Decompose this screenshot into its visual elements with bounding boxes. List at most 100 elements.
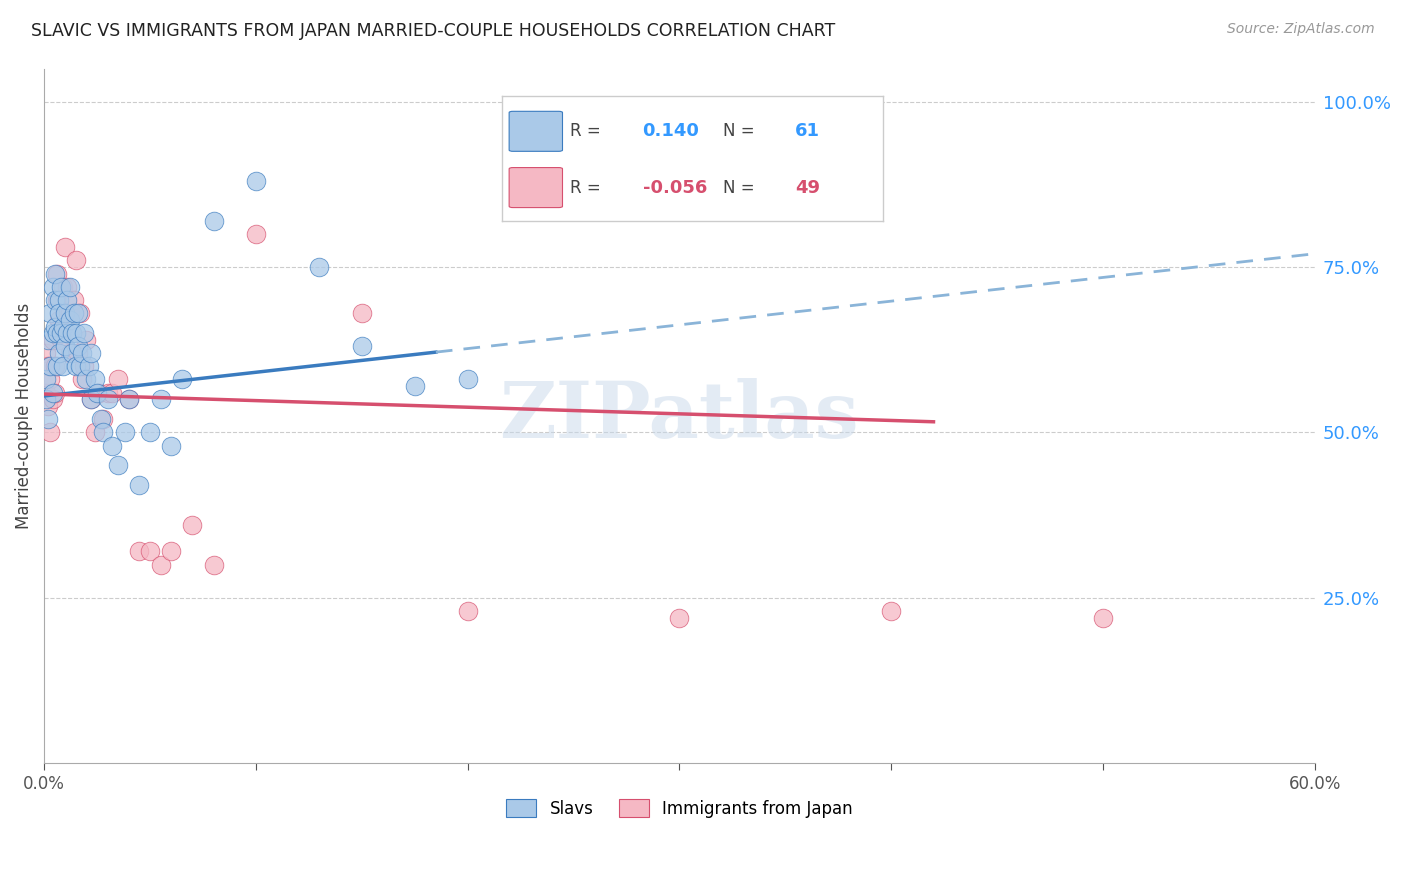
- Point: [48, 306, 70, 320]
- Point: [37, 359, 59, 374]
- Point: [39, 372, 62, 386]
- Point: [49, 333, 72, 347]
- Point: [35, 346, 58, 360]
- Point: [75, 372, 97, 386]
- Point: [62, 293, 84, 307]
- Point: [48, 313, 70, 327]
- Point: [35, 392, 58, 407]
- Point: [49, 326, 72, 340]
- Point: [35, 385, 58, 400]
- Point: [149, 558, 172, 572]
- Point: [66, 346, 89, 360]
- Point: [60, 346, 83, 360]
- Point: [53, 306, 76, 320]
- Point: [65, 359, 87, 374]
- Point: [80, 392, 103, 407]
- Point: [70, 372, 93, 386]
- Point: [45, 359, 67, 374]
- Point: [60, 326, 83, 340]
- Point: [62, 306, 84, 320]
- Point: [457, 604, 479, 618]
- Point: [97, 385, 120, 400]
- Point: [170, 372, 193, 386]
- Point: [75, 333, 97, 347]
- Point: [93, 425, 115, 440]
- Point: [60, 326, 83, 340]
- Point: [245, 227, 267, 241]
- Point: [80, 346, 103, 360]
- Point: [52, 280, 75, 294]
- Point: [41, 333, 63, 347]
- Point: [101, 439, 124, 453]
- Point: [65, 253, 87, 268]
- Point: [53, 339, 76, 353]
- Text: ZIPatlas: ZIPatlas: [499, 378, 859, 454]
- Point: [107, 372, 129, 386]
- Point: [107, 458, 129, 473]
- Point: [41, 392, 63, 407]
- Point: [139, 544, 162, 558]
- Point: [37, 412, 59, 426]
- Point: [45, 293, 67, 307]
- Point: [668, 610, 690, 624]
- Point: [80, 392, 103, 407]
- Point: [58, 280, 80, 294]
- Point: [404, 379, 426, 393]
- Point: [73, 326, 96, 340]
- Point: [52, 319, 75, 334]
- Point: [128, 544, 150, 558]
- Point: [245, 174, 267, 188]
- Text: Source: ZipAtlas.com: Source: ZipAtlas.com: [1227, 22, 1375, 37]
- Point: [160, 439, 183, 453]
- Point: [202, 558, 225, 572]
- Point: [93, 412, 115, 426]
- Point: [39, 359, 62, 374]
- Point: [48, 346, 70, 360]
- Point: [65, 326, 87, 340]
- Point: [44, 319, 66, 334]
- Point: [77, 359, 100, 374]
- Point: [45, 326, 67, 340]
- Point: [48, 293, 70, 307]
- Point: [39, 425, 62, 440]
- Point: [58, 306, 80, 320]
- Point: [90, 412, 112, 426]
- Point: [44, 385, 66, 400]
- Point: [41, 385, 63, 400]
- Point: [202, 213, 225, 227]
- Point: [49, 280, 72, 294]
- Point: [66, 339, 89, 353]
- Point: [118, 392, 141, 407]
- Point: [97, 392, 120, 407]
- Point: [880, 604, 903, 618]
- Point: [56, 280, 79, 294]
- Point: [48, 326, 70, 340]
- Point: [41, 326, 63, 340]
- Point: [1091, 610, 1114, 624]
- Y-axis label: Married-couple Households: Married-couple Households: [15, 302, 32, 529]
- Point: [52, 359, 75, 374]
- Point: [69, 306, 91, 320]
- Point: [84, 425, 107, 440]
- Point: [45, 267, 67, 281]
- Point: [44, 267, 66, 281]
- Point: [39, 306, 62, 320]
- Point: [44, 293, 66, 307]
- Point: [149, 392, 172, 407]
- Point: [35, 372, 58, 386]
- Point: [86, 385, 108, 400]
- Point: [101, 385, 124, 400]
- Point: [128, 478, 150, 492]
- Point: [58, 346, 80, 360]
- Point: [53, 240, 76, 254]
- Point: [350, 339, 373, 353]
- Point: [308, 260, 330, 274]
- Point: [114, 425, 136, 440]
- Point: [41, 280, 63, 294]
- Text: SLAVIC VS IMMIGRANTS FROM JAPAN MARRIED-COUPLE HOUSEHOLDS CORRELATION CHART: SLAVIC VS IMMIGRANTS FROM JAPAN MARRIED-…: [31, 22, 835, 40]
- Point: [70, 346, 93, 360]
- Point: [457, 372, 479, 386]
- Point: [350, 306, 373, 320]
- Point: [89, 385, 111, 400]
- Point: [139, 425, 162, 440]
